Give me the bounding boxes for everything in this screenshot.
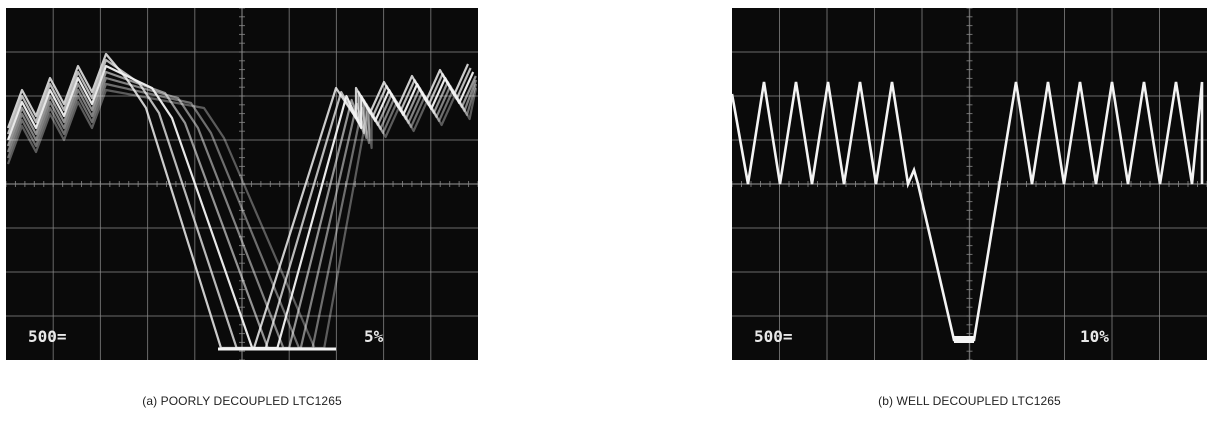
figure-caption-b: (b) WELL DECOUPLED LTC1265 xyxy=(878,394,1061,408)
scope-screen-b: 500= 10% xyxy=(732,8,1207,360)
scope-readout-left: 500= xyxy=(754,327,793,346)
waveform-floor xyxy=(954,336,974,343)
waveform-trace-smeared xyxy=(6,52,478,351)
oscilloscope-capture-well-decoupled: 500= 10% xyxy=(732,8,1207,360)
figure-caption-a: (a) POORLY DECOUPLED LTC1265 xyxy=(142,394,342,408)
scope-graticule xyxy=(6,8,478,360)
scope-screen-a: 500= 5% xyxy=(6,8,478,360)
scope-readout-left: 500= xyxy=(28,327,67,346)
scope-readout-right: 10% xyxy=(1080,327,1109,346)
scope-graticule xyxy=(732,8,1207,360)
oscilloscope-capture-poorly-decoupled: 500= 5% xyxy=(6,8,478,360)
waveform-trace-clean xyxy=(732,81,1204,343)
scope-readout-right: 5% xyxy=(364,327,384,346)
